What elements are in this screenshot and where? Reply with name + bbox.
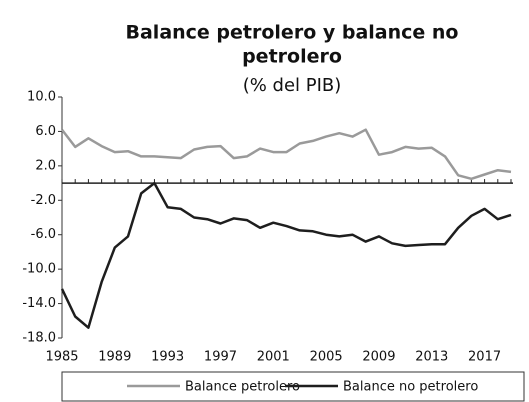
legend-label: Balance petrolero — [185, 380, 300, 395]
x-tick-label: 2001 — [257, 350, 290, 365]
chart-title-line-2: petrolero — [242, 46, 342, 68]
series-line — [60, 181, 512, 329]
y-tick-label: -10.0 — [22, 262, 56, 277]
y-tick-label: 10.0 — [27, 90, 56, 105]
x-tick-label: 1997 — [204, 350, 237, 365]
y-tick-label: -14.0 — [22, 296, 56, 311]
x-tick-label: 1985 — [45, 350, 78, 365]
y-tick-label: -2.0 — [31, 193, 56, 208]
x-tick-label: 2013 — [415, 350, 448, 365]
y-tick-label: 2.0 — [35, 158, 56, 173]
series-line — [61, 128, 512, 181]
legend-label: Balance no petrolero — [343, 380, 478, 395]
x-tick-label: 2005 — [310, 350, 343, 365]
x-tick-label: 2009 — [362, 350, 395, 365]
y-tick-label: 6.0 — [35, 124, 56, 139]
x-tick-label: 1989 — [98, 350, 131, 365]
x-tick-label: 2017 — [468, 350, 501, 365]
x-tick-label: 1993 — [151, 350, 184, 365]
chart-title-line-1: Balance petrolero y balance no — [126, 22, 459, 44]
legend-box — [61, 371, 525, 402]
y-tick-label: -6.0 — [31, 227, 56, 242]
chart-subtitle: (% del PIB) — [243, 75, 342, 96]
y-tick-label: -18.0 — [22, 331, 56, 346]
